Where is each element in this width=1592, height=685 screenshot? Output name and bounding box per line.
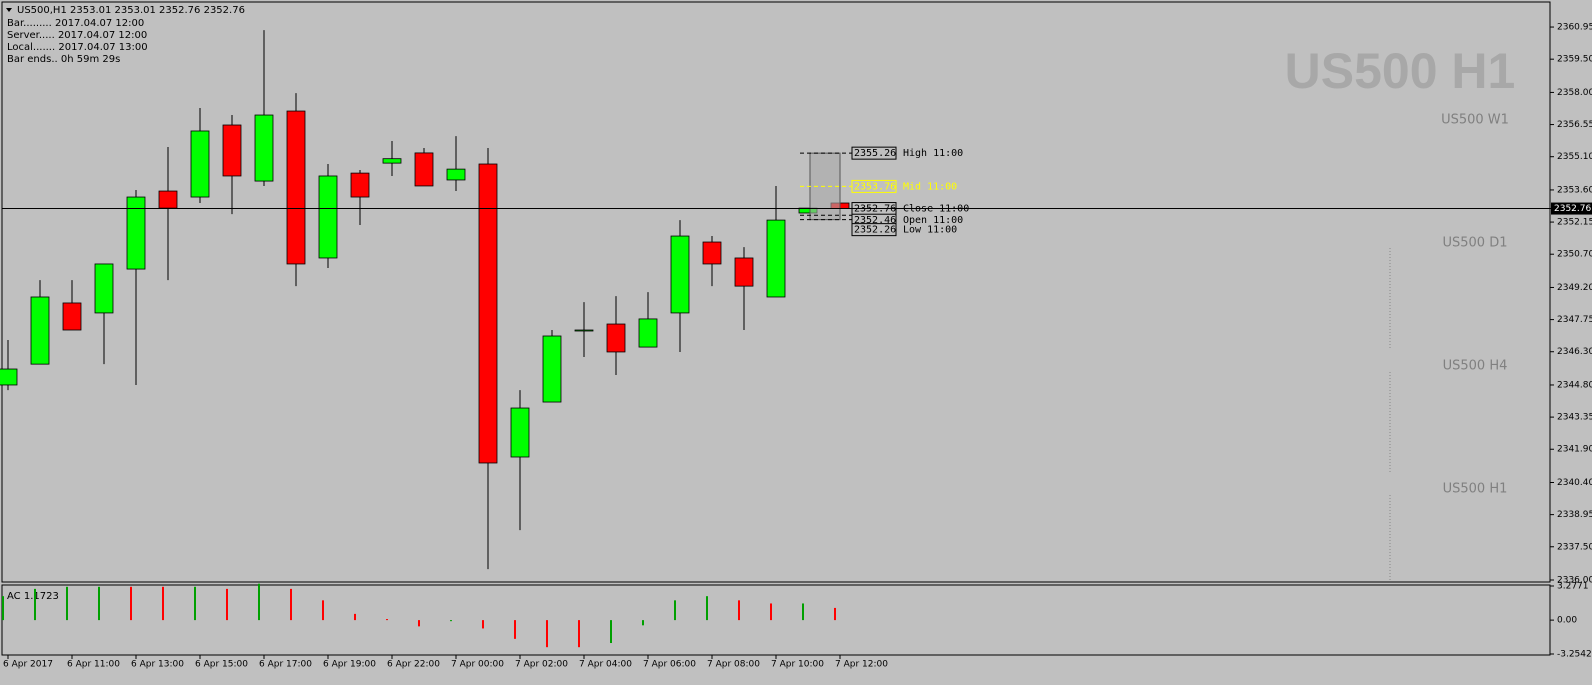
mini-chart-title: US500 H1 <box>1443 482 1508 497</box>
info-line: Local....... 2017.04.07 13:00 <box>7 42 148 53</box>
y-tick-label: 0.00 <box>1557 616 1577 626</box>
y-tick-label: 2347.75 <box>1557 315 1592 325</box>
candle-body <box>30 296 50 365</box>
y-tick-label: 3.2771 <box>1557 582 1589 592</box>
mini-chart-title: US500 H4 <box>1443 359 1508 374</box>
candle-body <box>0 368 18 386</box>
y-tick-label: 2337.50 <box>1557 542 1592 552</box>
x-tick-label: 7 Apr 04:00 <box>579 660 632 670</box>
y-tick-label: 2352.15 <box>1557 218 1592 228</box>
level-price-box <box>851 223 897 237</box>
y-tick-label: 2338.95 <box>1557 510 1592 520</box>
y-tick-label: -3.2542 <box>1557 650 1592 660</box>
level-price: 2353.76 <box>854 181 896 192</box>
x-tick-label: 6 Apr 11:00 <box>67 660 120 670</box>
y-tick-label: 2358.00 <box>1557 88 1592 98</box>
y-tick-label: 2359.50 <box>1557 55 1592 65</box>
x-tick-label: 6 Apr 19:00 <box>323 660 376 670</box>
x-tick-label: 7 Apr 08:00 <box>707 660 760 670</box>
candle-body <box>542 335 562 403</box>
candle-body <box>222 124 242 177</box>
mini-chart-title: US500 W1 <box>1441 113 1509 128</box>
candle-body <box>254 114 274 182</box>
y-tick-label: 2355.10 <box>1557 152 1592 162</box>
level-name: Open 11:00 <box>903 215 963 226</box>
y-tick-label: 2343.35 <box>1557 413 1592 423</box>
y-tick-label: 2341.90 <box>1557 445 1592 455</box>
chart-title: US500,H1 2353.01 2353.01 2352.76 2352.76 <box>17 5 245 16</box>
x-tick-label: 7 Apr 00:00 <box>451 660 504 670</box>
x-tick-label: 7 Apr 06:00 <box>643 660 696 670</box>
info-line: Server..... 2017.04.07 12:00 <box>7 30 147 41</box>
watermark: US500 H1 <box>1285 43 1516 99</box>
current-price-box <box>1551 202 1592 215</box>
candle-body <box>126 196 146 270</box>
level-price: 2355.26 <box>854 148 896 159</box>
x-tick-label: 7 Apr 10:00 <box>771 660 824 670</box>
candle-body <box>702 241 722 265</box>
candle-body <box>510 407 530 458</box>
candle-body <box>638 318 658 348</box>
candle-body <box>606 323 626 353</box>
x-tick-label: 6 Apr 2017 <box>3 660 53 670</box>
y-tick-label: 2350.70 <box>1557 250 1592 260</box>
level-price: 2352.46 <box>854 215 896 226</box>
candle-body <box>286 110 306 265</box>
current-price-label: 2352.76 <box>1554 204 1591 214</box>
candle-body <box>350 172 370 198</box>
level-name: Mid 11:00 <box>903 181 957 192</box>
menu-arrow[interactable] <box>6 8 12 12</box>
candle-body <box>158 190 178 209</box>
candle-body <box>62 302 82 331</box>
candle-body <box>318 175 338 259</box>
candle-body <box>446 168 466 181</box>
x-tick-label: 6 Apr 17:00 <box>259 660 312 670</box>
y-tick-label: 2346.30 <box>1557 347 1592 357</box>
y-tick-label: 2336.00 <box>1557 576 1592 586</box>
candle-body <box>382 158 402 164</box>
y-tick-label: 2356.55 <box>1557 120 1592 130</box>
candle-body <box>94 263 114 314</box>
x-tick-label: 6 Apr 13:00 <box>131 660 184 670</box>
info-line: Bar......... 2017.04.07 12:00 <box>7 18 144 29</box>
candle-body <box>478 163 498 464</box>
candle-body <box>190 130 210 198</box>
level-price-box <box>851 179 897 193</box>
level-name: Low 11:00 <box>903 225 957 236</box>
y-tick-label: 2340.40 <box>1557 478 1592 488</box>
candle-body <box>766 219 786 298</box>
main-panel <box>1 1 1551 583</box>
y-tick-label: 2353.60 <box>1557 185 1592 195</box>
x-tick-label: 7 Apr 12:00 <box>835 660 888 670</box>
info-line: Bar ends.. 0h 59m 29s <box>7 54 120 65</box>
y-tick-label: 2360.95 <box>1557 23 1592 33</box>
x-tick-label: 6 Apr 22:00 <box>387 660 440 670</box>
x-tick-label: 6 Apr 15:00 <box>195 660 248 670</box>
candle-body <box>734 257 754 287</box>
candle-body <box>574 329 594 332</box>
y-tick-label: 2349.20 <box>1557 283 1592 293</box>
level-name: High 11:00 <box>903 148 963 159</box>
y-tick-label: 2344.80 <box>1557 380 1592 390</box>
mini-chart-title: US500 D1 <box>1443 236 1508 251</box>
level-price-box <box>851 146 897 160</box>
x-tick-label: 7 Apr 02:00 <box>515 660 568 670</box>
candle-body <box>670 235 690 314</box>
indicator-title: AC 1.1723 <box>7 591 59 602</box>
level-price: 2352.26 <box>854 225 896 236</box>
candle-body <box>414 152 434 187</box>
